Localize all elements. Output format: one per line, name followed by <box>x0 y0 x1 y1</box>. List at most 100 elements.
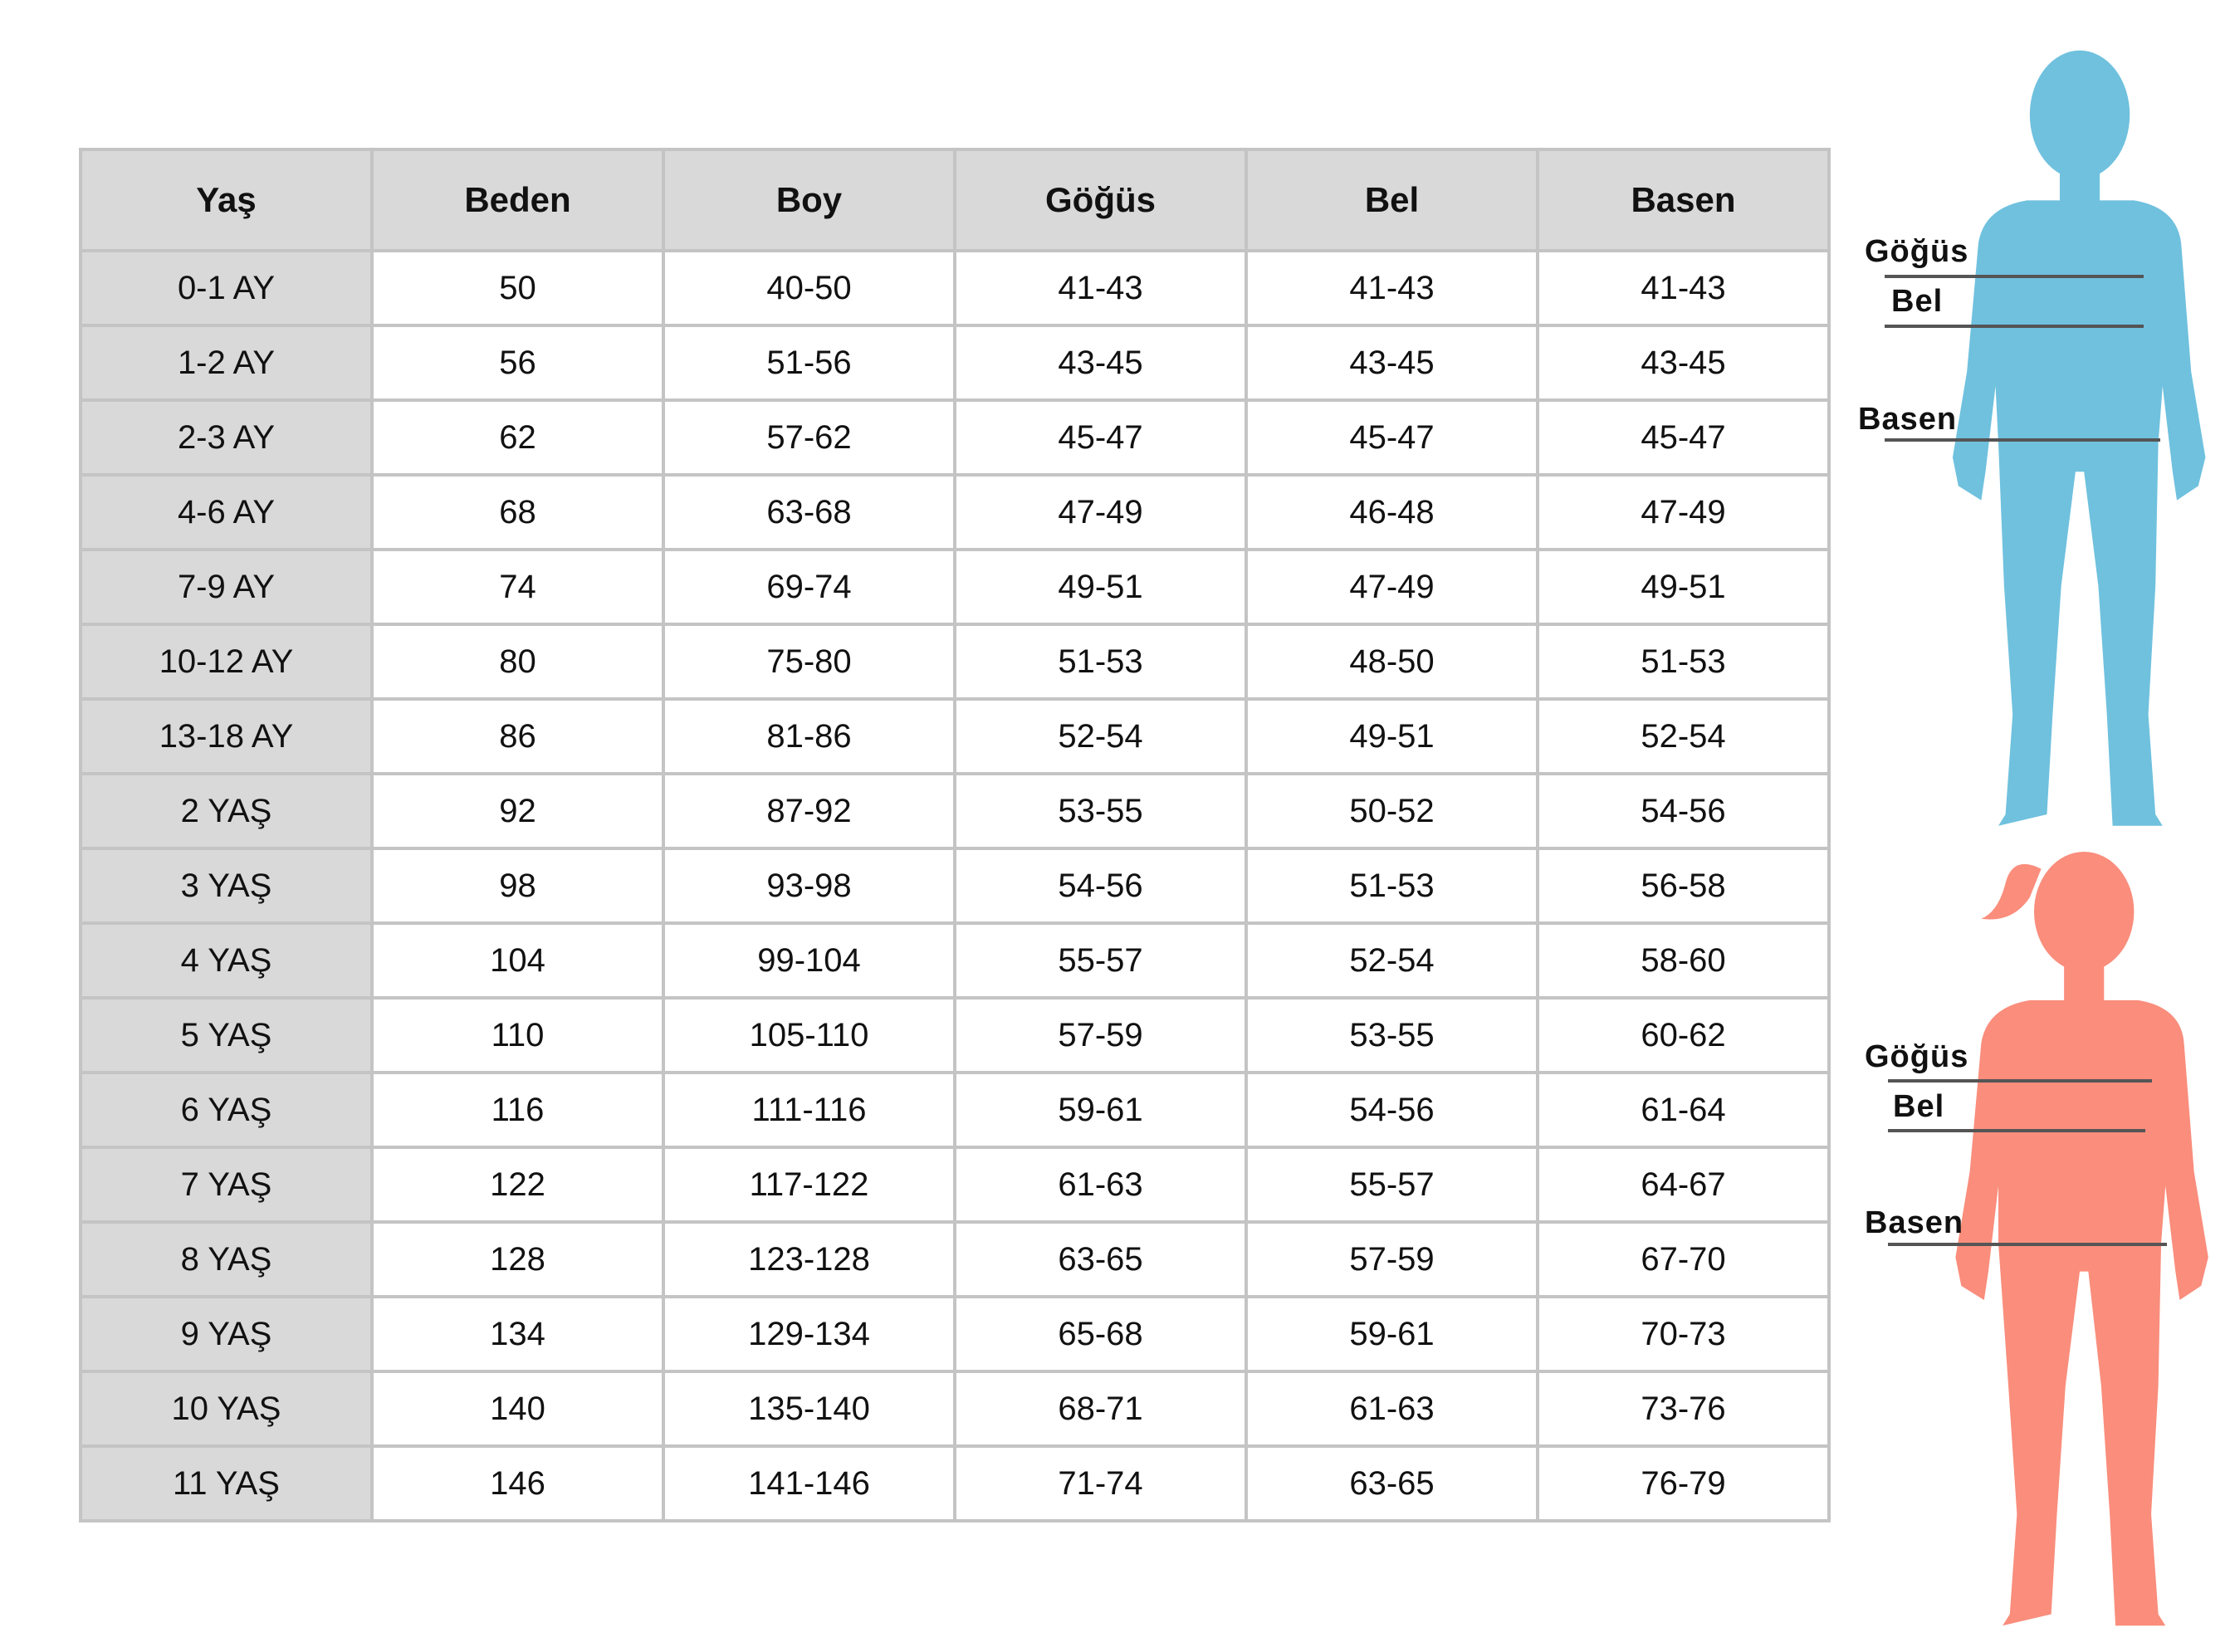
table-cell: 76-79 <box>1536 1444 1831 1522</box>
table-cell: 146 <box>370 1444 665 1522</box>
table-row: 11 YAŞ 146 141-146 71-74 63-65 76-79 <box>79 1444 1831 1522</box>
table-cell: 57-59 <box>953 996 1248 1074</box>
table-cell: 59-61 <box>953 1071 1248 1149</box>
girl-hip-line <box>1888 1243 2167 1246</box>
table-cell: 61-63 <box>953 1146 1248 1224</box>
table-cell: 80 <box>370 623 665 701</box>
table-row: 2-3 AY 62 57-62 45-47 45-47 45-47 <box>79 398 1831 477</box>
age-cell: 7 YAŞ <box>79 1146 374 1224</box>
table-cell: 46-48 <box>1245 473 1539 551</box>
table-cell: 141-146 <box>662 1444 956 1522</box>
table-cell: 68 <box>370 473 665 551</box>
table-cell: 60-62 <box>1536 996 1831 1074</box>
table-cell: 105-110 <box>662 996 956 1074</box>
table-cell: 50-52 <box>1245 772 1539 850</box>
table-cell: 123-128 <box>662 1220 956 1298</box>
table-cell: 74 <box>370 548 665 626</box>
size-chart-table: Yaş Beden Boy Göğüs Bel Basen 0-1 AY 50 40-50 41… <box>79 148 1831 1522</box>
table-cell: 62 <box>370 398 665 477</box>
age-cell: 2-3 AY <box>79 398 374 477</box>
table-row: 10 YAŞ 140 135-140 68-71 61-63 73-76 <box>79 1370 1831 1448</box>
table-cell: 64-67 <box>1536 1146 1831 1224</box>
table-cell: 51-56 <box>662 324 956 402</box>
table-cell: 63-65 <box>953 1220 1248 1298</box>
table-cell: 51-53 <box>1245 847 1539 925</box>
table-cell: 70-73 <box>1536 1295 1831 1373</box>
table-cell: 52-54 <box>1245 921 1539 1000</box>
table-cell: 69-74 <box>662 548 956 626</box>
age-cell: 3 YAŞ <box>79 847 374 925</box>
table-cell: 45-47 <box>1245 398 1539 477</box>
table-cell: 43-45 <box>1245 324 1539 402</box>
table-cell: 63-65 <box>1245 1444 1539 1522</box>
column-header: Basen <box>1536 148 1831 252</box>
table-cell: 63-68 <box>662 473 956 551</box>
table-header-row: Yaş Beden Boy Göğüs Bel Basen <box>79 148 1831 252</box>
table-row: 13-18 AY 86 81-86 52-54 49-51 52-54 <box>79 697 1831 775</box>
table-cell: 57-59 <box>1245 1220 1539 1298</box>
boy-waist-line <box>1885 325 2144 328</box>
table-row: 0-1 AY 50 40-50 41-43 41-43 41-43 <box>79 249 1831 327</box>
boy-silhouette-icon <box>1952 50 2206 826</box>
age-cell: 9 YAŞ <box>79 1295 374 1373</box>
table-cell: 135-140 <box>662 1370 956 1448</box>
age-cell: 1-2 AY <box>79 324 374 402</box>
table-cell: 61-63 <box>1245 1370 1539 1448</box>
table-cell: 75-80 <box>662 623 956 701</box>
table-cell: 129-134 <box>662 1295 956 1373</box>
girl-waist-line <box>1888 1129 2145 1132</box>
table-cell: 92 <box>370 772 665 850</box>
table-cell: 57-62 <box>662 398 956 477</box>
table-row: 7-9 AY 74 69-74 49-51 47-49 49-51 <box>79 548 1831 626</box>
table-cell: 49-51 <box>1536 548 1831 626</box>
table-cell: 43-45 <box>953 324 1248 402</box>
table-cell: 65-68 <box>953 1295 1248 1373</box>
girl-chest-label: Göğüs <box>1865 1039 1969 1074</box>
girl-waist-label: Bel <box>1893 1089 1945 1124</box>
age-cell: 11 YAŞ <box>79 1444 374 1522</box>
age-cell: 10-12 AY <box>79 623 374 701</box>
table-cell: 47-49 <box>1245 548 1539 626</box>
boy-hip-label: Basen <box>1858 402 1958 437</box>
table-cell: 43-45 <box>1536 324 1831 402</box>
table-cell: 67-70 <box>1536 1220 1831 1298</box>
table-row: 2 YAŞ 92 87-92 53-55 50-52 54-56 <box>79 772 1831 850</box>
table-cell: 59-61 <box>1245 1295 1539 1373</box>
table-cell: 52-54 <box>953 697 1248 775</box>
table-cell: 116 <box>370 1071 665 1149</box>
table-cell: 47-49 <box>953 473 1248 551</box>
table-cell: 52-54 <box>1536 697 1831 775</box>
table-cell: 51-53 <box>1536 623 1831 701</box>
table-cell: 49-51 <box>953 548 1248 626</box>
boy-hip-line <box>1885 438 2160 442</box>
table-cell: 71-74 <box>953 1444 1248 1522</box>
table-cell: 61-64 <box>1536 1071 1831 1149</box>
table-row: 5 YAŞ 110 105-110 57-59 53-55 60-62 <box>79 996 1831 1074</box>
table-cell: 111-116 <box>662 1071 956 1149</box>
table-cell: 98 <box>370 847 665 925</box>
age-cell: 5 YAŞ <box>79 996 374 1074</box>
table-cell: 54-56 <box>1536 772 1831 850</box>
table-cell: 93-98 <box>662 847 956 925</box>
table-cell: 45-47 <box>953 398 1248 477</box>
table-cell: 41-43 <box>1536 249 1831 327</box>
table-cell: 87-92 <box>662 772 956 850</box>
table-row: 3 YAŞ 98 93-98 54-56 51-53 56-58 <box>79 847 1831 925</box>
table-row: 7 YAŞ 122 117-122 61-63 55-57 64-67 <box>79 1146 1831 1224</box>
age-cell: 0-1 AY <box>79 249 374 327</box>
column-header: Beden <box>370 148 665 252</box>
age-cell: 6 YAŞ <box>79 1071 374 1149</box>
table-cell: 86 <box>370 697 665 775</box>
column-header: Yaş <box>79 148 374 252</box>
boy-waist-label: Bel <box>1891 284 1944 319</box>
table-cell: 41-43 <box>1245 249 1539 327</box>
column-header: Göğüs <box>953 148 1248 252</box>
table-cell: 104 <box>370 921 665 1000</box>
table-cell: 41-43 <box>953 249 1248 327</box>
table-cell: 68-71 <box>953 1370 1248 1448</box>
table-row: 4 YAŞ 104 99-104 55-57 52-54 58-60 <box>79 921 1831 1000</box>
table-cell: 117-122 <box>662 1146 956 1224</box>
table-cell: 49-51 <box>1245 697 1539 775</box>
table-cell: 47-49 <box>1536 473 1831 551</box>
table-cell: 58-60 <box>1536 921 1831 1000</box>
